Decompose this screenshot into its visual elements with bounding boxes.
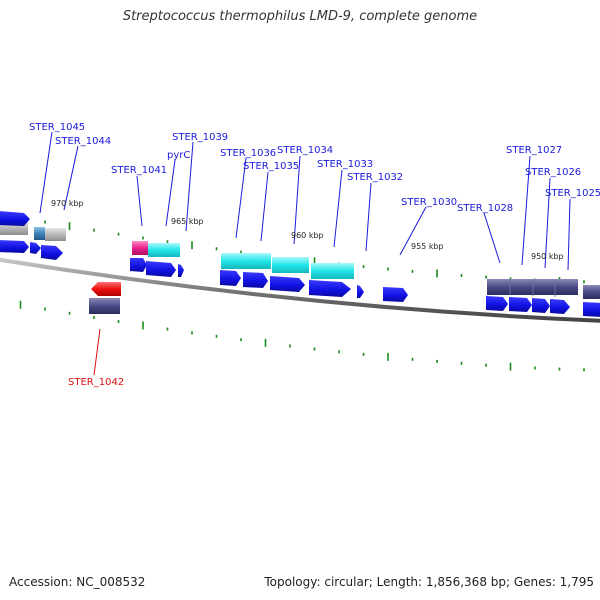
gene-label[interactable]: STER_1039 [172, 132, 228, 143]
feature-box[interactable] [272, 257, 309, 273]
genome-backbone [0, 257, 600, 323]
cds-arrow[interactable] [583, 302, 600, 317]
kbp-label: 960 kbp [291, 231, 324, 240]
gene-label[interactable]: STER_1026 [525, 167, 581, 178]
gene-labels: STER_1045 STER_1044 STER_1041 pyrC STER_… [29, 122, 600, 388]
cds-arrow[interactable] [41, 245, 63, 260]
kbp-labels: 970 kbp 965 kbp 960 kbp 955 kbp 950 kbp [51, 199, 564, 261]
inner-tick-ring [19, 300, 585, 372]
gene-label[interactable]: STER_1027 [506, 145, 562, 156]
kbp-label: 970 kbp [51, 199, 84, 208]
gene-label[interactable]: STER_1034 [277, 145, 333, 156]
cds-arrow[interactable] [486, 296, 508, 311]
gene-label[interactable]: STER_1036 [220, 148, 276, 159]
cds-arrows [0, 211, 600, 317]
feature-box[interactable] [221, 253, 271, 269]
gene-label[interactable]: STER_1045 [29, 122, 85, 133]
kbp-label: 950 kbp [531, 252, 564, 261]
feature-box[interactable] [583, 285, 600, 299]
gene-label[interactable]: STER_1042 [68, 377, 124, 388]
cds-arrow[interactable] [270, 276, 305, 292]
cds-arrow[interactable] [309, 280, 351, 297]
feature-box[interactable] [45, 228, 66, 241]
leader-lines [39, 131, 571, 376]
gene-label[interactable]: STER_1033 [317, 159, 373, 170]
cds-arrow[interactable] [30, 242, 41, 254]
feature-track [0, 221, 600, 314]
feature-box[interactable] [148, 243, 180, 257]
cds-arrow[interactable] [243, 272, 268, 288]
feature-box[interactable] [132, 241, 148, 255]
cds-arrow[interactable] [383, 287, 408, 302]
cds-arrow[interactable] [0, 211, 30, 226]
gene-label[interactable]: STER_1044 [55, 136, 111, 147]
gene-label[interactable]: STER_1025 [545, 188, 600, 199]
feature-box[interactable] [311, 263, 354, 279]
cds-arrow-reverse[interactable] [91, 282, 121, 296]
kbp-label: 955 kbp [411, 242, 444, 251]
cds-arrow[interactable] [220, 270, 241, 286]
feature-box[interactable] [34, 227, 45, 240]
footer-accession: Accession: NC_008532 [9, 575, 146, 589]
cds-arrow[interactable] [0, 240, 29, 253]
gene-label[interactable]: STER_1035 [243, 161, 299, 172]
gene-label[interactable]: STER_1028 [457, 203, 513, 214]
cds-arrow[interactable] [130, 258, 147, 272]
cds-arrow[interactable] [357, 285, 364, 298]
gene-label[interactable]: STER_1030 [401, 197, 457, 208]
feature-box[interactable] [89, 298, 120, 314]
cds-arrow[interactable] [146, 261, 176, 277]
cds-arrow[interactable] [532, 298, 550, 313]
kbp-label: 965 kbp [171, 217, 204, 226]
gene-label[interactable]: pyrC [167, 150, 190, 161]
cds-arrow[interactable] [509, 297, 532, 312]
gene-label[interactable]: STER_1041 [111, 165, 167, 176]
cds-arrow[interactable] [178, 264, 184, 277]
gene-label[interactable]: STER_1032 [347, 172, 403, 183]
map-title: Streptococcus thermophilus LMD-9, comple… [122, 9, 478, 24]
cds-arrow[interactable] [550, 299, 570, 314]
footer-stats: Topology: circular; Length: 1,856,368 bp… [264, 575, 594, 589]
